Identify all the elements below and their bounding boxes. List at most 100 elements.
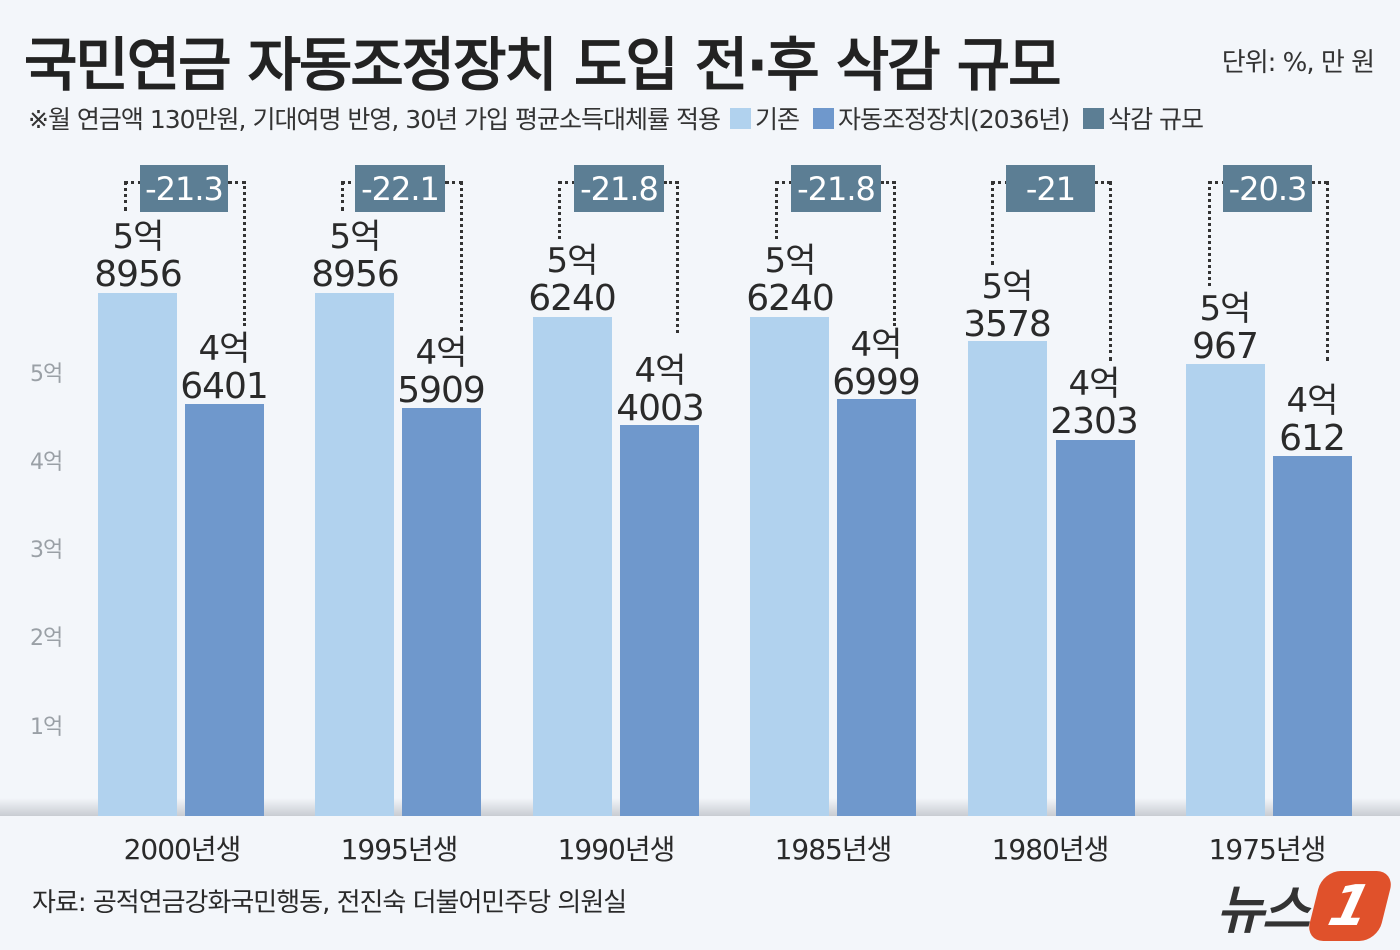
bar-before (968, 341, 1047, 816)
legend-label-diff: 삭감 규모 (1108, 105, 1204, 134)
bar-after (185, 404, 264, 816)
value-rest: 2303 (1050, 401, 1139, 442)
value-eok: 4억 (1068, 364, 1121, 404)
connector-line (445, 181, 463, 184)
connector-line (1312, 181, 1327, 184)
bar-chart: 5억 4억 3억 2억 1억 -21.3 5억 8956 4억 6401 -22.1… (0, 150, 1400, 820)
chart-note: ※월 연금액 130만원, 기대여명 반영, 30년 가입 평균소득대체률 적용 (28, 105, 721, 134)
connector-line (676, 181, 679, 333)
value-rest: 4003 (616, 388, 705, 429)
value-rest: 3578 (963, 304, 1052, 345)
value-rest: 612 (1279, 418, 1346, 459)
connector-line (460, 181, 463, 331)
bar-value-after: 4억 6401 (174, 329, 274, 407)
news1-logo: 뉴스 1 (1216, 868, 1395, 943)
connector-line (1208, 181, 1226, 184)
bar-after (837, 399, 916, 816)
x-label-1980: 1980년생 (991, 833, 1110, 866)
connector-line (1326, 181, 1329, 361)
bar-after (402, 408, 481, 816)
value-rest: 5909 (397, 370, 486, 411)
bar-value-after: 4억 5909 (391, 334, 491, 411)
diff-badge: -21 (1006, 165, 1095, 212)
bar-value-after: 4억 4003 (610, 351, 710, 429)
bar-value-before: 5억 967 (1175, 289, 1275, 367)
x-label-2000: 2000년생 (123, 833, 242, 866)
legend-item-diff: 삭감 규모 (1083, 100, 1204, 136)
bar-before (315, 293, 394, 816)
x-label-1995: 1995년생 (340, 833, 459, 866)
y-tick-2: 2억 (30, 626, 63, 651)
value-eok: 5억 (764, 241, 817, 281)
value-eok: 4억 (634, 351, 687, 391)
connector-line (664, 181, 678, 184)
connector-line (124, 181, 127, 211)
value-eok: 5억 (329, 217, 382, 257)
value-rest: 6401 (180, 366, 269, 407)
bar-before (533, 317, 612, 816)
diff-badge: -21.8 (791, 165, 881, 212)
y-tick-5: 5억 (30, 362, 63, 387)
connector-line (775, 181, 793, 184)
connector-line (991, 181, 994, 265)
value-eok: 5억 (1199, 289, 1252, 329)
bar-value-after: 4억 6999 (826, 326, 926, 403)
connector-line (991, 181, 1009, 184)
unit-label: 단위: %, 만 원 (1221, 48, 1375, 78)
connector-line (558, 181, 561, 239)
bar-value-after: 4억 612 (1262, 381, 1362, 459)
legend-label-before: 기존 (754, 105, 800, 134)
legend-item-before: 기존 (729, 100, 800, 136)
bar-after (1056, 440, 1135, 816)
diff-badge: -21.3 (140, 165, 228, 212)
connector-line (341, 181, 359, 184)
bar-value-after: 4억 2303 (1044, 364, 1144, 442)
connector-line (1095, 181, 1110, 184)
diff-badge: -22.1 (355, 165, 445, 212)
bar-value-before: 5억 6240 (522, 242, 622, 319)
legend-label-after: 자동조정장치(2036년) (837, 105, 1070, 134)
subtitle-row: ※월 연금액 130만원, 기대여명 반영, 30년 가입 평균소득대체률 적용… (28, 100, 1217, 136)
connector-line (124, 181, 142, 184)
connector-line (893, 181, 896, 326)
legend-swatch-before (729, 107, 751, 129)
y-tick-3: 3억 (30, 538, 63, 563)
bar-value-before: 5억 8956 (88, 217, 188, 295)
bar-after (1273, 456, 1352, 816)
bar-value-before: 5억 6240 (740, 241, 840, 319)
x-label-1990: 1990년생 (557, 833, 676, 866)
connector-line (243, 181, 246, 326)
bar-before (750, 317, 829, 816)
value-rest: 967 (1192, 326, 1259, 367)
connector-line (228, 181, 246, 184)
x-label-1985: 1985년생 (774, 833, 893, 866)
value-rest: 6240 (746, 278, 835, 319)
bar-before (98, 293, 177, 816)
logo-text: 뉴스 (1216, 881, 1310, 941)
value-rest: 6999 (832, 362, 921, 403)
legend-swatch-diff (1083, 107, 1105, 129)
value-rest: 6240 (528, 278, 617, 319)
connector-line (881, 181, 895, 184)
bar-value-before: 5억 3578 (957, 267, 1057, 345)
x-label-1975: 1975년생 (1208, 833, 1327, 866)
chart-title: 국민연금 자동조정장치 도입 전·후 삭감 규모 (24, 31, 1061, 99)
connector-line (775, 181, 778, 239)
value-eok: 5억 (981, 267, 1034, 307)
y-tick-4: 4억 (30, 450, 63, 475)
diff-badge: -20.3 (1223, 165, 1312, 212)
value-eok: 5억 (112, 217, 165, 257)
logo-mark-icon: 1 (1305, 870, 1395, 941)
legend-swatch-after (812, 107, 834, 129)
value-eok: 4억 (1286, 381, 1339, 421)
legend: 기존 자동조정장치(2036년) 삭감 규모 (729, 100, 1217, 136)
connector-line (1109, 181, 1112, 361)
bar-value-before: 5억 8956 (305, 217, 405, 294)
value-eok: 4억 (198, 329, 251, 369)
y-tick-1: 1억 (30, 715, 63, 740)
value-rest: 8956 (94, 254, 183, 295)
connector-line (558, 181, 576, 184)
diff-badge: -21.8 (574, 165, 664, 212)
legend-item-after: 자동조정장치(2036년) (812, 100, 1070, 136)
bar-after (620, 425, 699, 816)
